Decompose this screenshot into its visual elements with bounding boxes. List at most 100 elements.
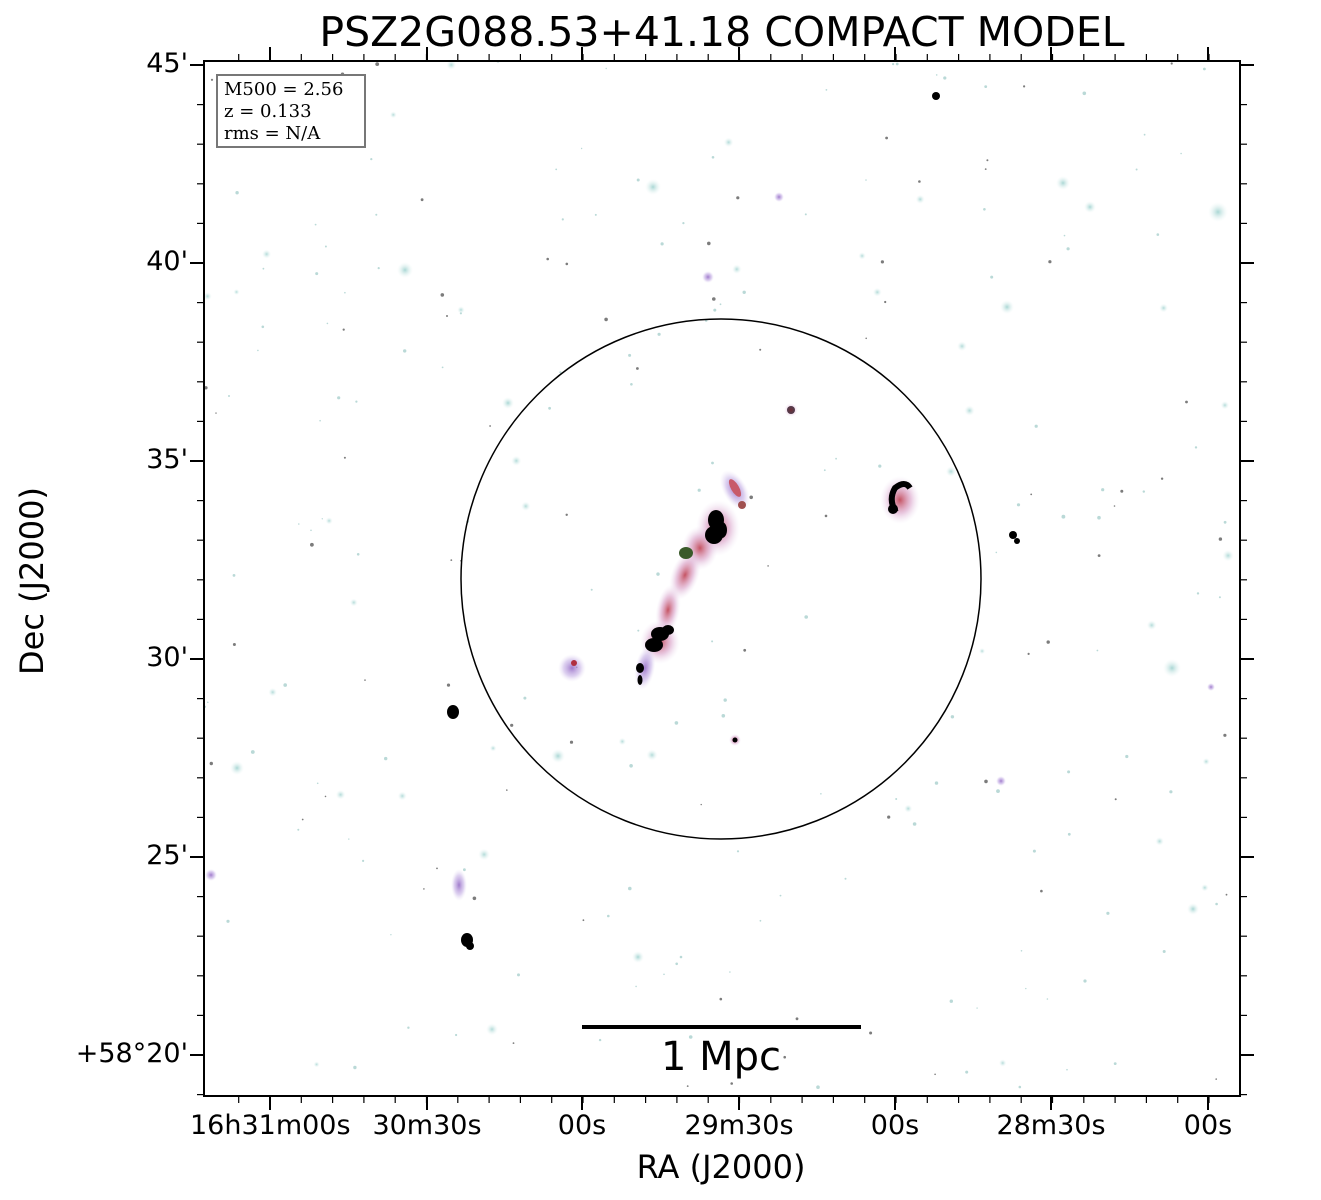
faint-source-dot xyxy=(506,789,508,791)
faint-source-dot xyxy=(825,89,828,91)
faint-source-dot xyxy=(326,322,329,325)
faint-source-dot xyxy=(1067,832,1071,836)
faint-source-dot xyxy=(511,455,522,466)
faint-source-dot xyxy=(1143,133,1146,136)
faint-source-dot xyxy=(976,1007,978,1009)
axis-ticks xyxy=(190,47,1254,1110)
faint-source-dot xyxy=(1066,1068,1068,1071)
faint-source-dot xyxy=(999,1059,1007,1067)
faint-source-dot xyxy=(912,822,917,826)
faint-source-dot xyxy=(1027,652,1030,656)
east-source xyxy=(880,476,920,524)
faint-source-dot xyxy=(1113,505,1116,507)
faint-source-dot xyxy=(1106,911,1110,915)
faint-source-dot xyxy=(463,868,466,872)
faint-source-dot xyxy=(210,78,214,81)
faint-source-dot xyxy=(582,919,585,922)
faint-source-dot xyxy=(1096,649,1099,652)
faint-source-dot xyxy=(337,396,341,400)
faint-source-dot xyxy=(1202,758,1210,766)
faint-source-dot xyxy=(436,867,438,870)
faint-source-dot xyxy=(759,348,762,351)
faint-source-dot xyxy=(986,159,989,162)
faint-source-dot xyxy=(904,804,913,813)
faint-source-dot xyxy=(594,213,597,216)
faint-source-dot xyxy=(546,257,549,261)
x-tick-label: 00s xyxy=(1183,1110,1233,1141)
faint-source-dot xyxy=(561,218,564,221)
faint-source-dot xyxy=(1020,950,1023,952)
faint-source-dot xyxy=(723,137,734,148)
info-box: M500 = 2.56 z = 0.133 rms = N/A xyxy=(216,74,366,148)
faint-source-dot xyxy=(660,242,664,246)
faint-source-dot xyxy=(729,971,731,973)
faint-source-dot xyxy=(1063,234,1066,237)
faint-source-dot xyxy=(262,267,265,270)
faint-source-dot xyxy=(935,74,938,76)
faint-source-dot xyxy=(1201,884,1209,892)
faint-source-dot xyxy=(232,643,236,646)
faint-source-dot xyxy=(824,514,828,518)
faint-source-dot xyxy=(949,999,953,1003)
faint-source-dot xyxy=(1220,401,1230,410)
faint-source-dot xyxy=(934,1073,936,1076)
faint-source-dot xyxy=(604,317,608,322)
faint-source-dot xyxy=(1185,400,1188,404)
faint-source-dot xyxy=(1135,168,1138,171)
faint-source-dot xyxy=(598,1038,602,1042)
faint-source-dot xyxy=(441,366,444,369)
faint-source-dot xyxy=(1101,488,1105,492)
faint-source-dot xyxy=(1016,503,1021,507)
faint-source-dot xyxy=(711,640,714,643)
faint-source-dot xyxy=(512,1042,515,1044)
faint-source-dot xyxy=(1066,247,1070,251)
x-tick-label: 16h31m00s xyxy=(190,1110,351,1141)
faint-source-dot xyxy=(995,551,998,554)
faint-source-dot xyxy=(559,371,562,374)
faint-source-dot xyxy=(984,779,988,784)
faint-source-dot xyxy=(628,886,632,891)
faint-source-dot xyxy=(319,419,321,422)
faint-source-dot xyxy=(628,353,632,357)
sources-layer xyxy=(204,61,1234,1089)
faint-source-dot xyxy=(1159,303,1168,313)
faint-source-dot xyxy=(663,973,665,976)
faint-source-dot xyxy=(1203,67,1206,71)
faint-source-dot xyxy=(523,696,527,700)
faint-source-dot xyxy=(618,737,626,746)
faint-source-dot xyxy=(344,291,346,294)
faint-source-dot xyxy=(1048,260,1052,264)
x-tick-label: 00s xyxy=(870,1110,920,1141)
faint-source-dot xyxy=(1097,515,1101,520)
faint-source-dot xyxy=(555,168,558,171)
faint-source-dot xyxy=(207,701,209,704)
faint-source-dot xyxy=(823,469,826,472)
faint-source-dot xyxy=(880,260,885,264)
faint-source-dot xyxy=(630,383,633,386)
redshift-value: z = 0.133 xyxy=(224,101,312,122)
faint-source-dot xyxy=(984,168,987,171)
faint-source-dot xyxy=(486,1023,498,1036)
faint-source-dot xyxy=(403,349,407,353)
west-source xyxy=(558,654,586,682)
figure-title: PSZ2G088.53+41.18 COMPACT MODEL xyxy=(319,8,1125,56)
faint-source-dot xyxy=(1223,520,1227,524)
faint-source-dot xyxy=(420,198,424,202)
faint-source-dot xyxy=(314,223,317,226)
faint-source-dot xyxy=(1125,754,1129,759)
faint-source-dot xyxy=(636,367,639,370)
faint-source-dot xyxy=(749,495,753,500)
faint-source-dot xyxy=(1146,620,1157,631)
faint-source-dot xyxy=(804,213,807,216)
faint-source-dot xyxy=(262,249,272,259)
faint-source-dot xyxy=(472,896,477,901)
faint-source-dot xyxy=(878,464,882,468)
faint-source-dot xyxy=(1180,152,1182,155)
bright-compact-sources xyxy=(205,92,1228,963)
faint-source-dot xyxy=(356,553,360,556)
faint-source-dot xyxy=(204,386,208,390)
faint-source-dot xyxy=(605,67,607,70)
faint-source-dot xyxy=(1113,1062,1117,1065)
y-axis-label: Dec (J2000) xyxy=(13,487,51,675)
